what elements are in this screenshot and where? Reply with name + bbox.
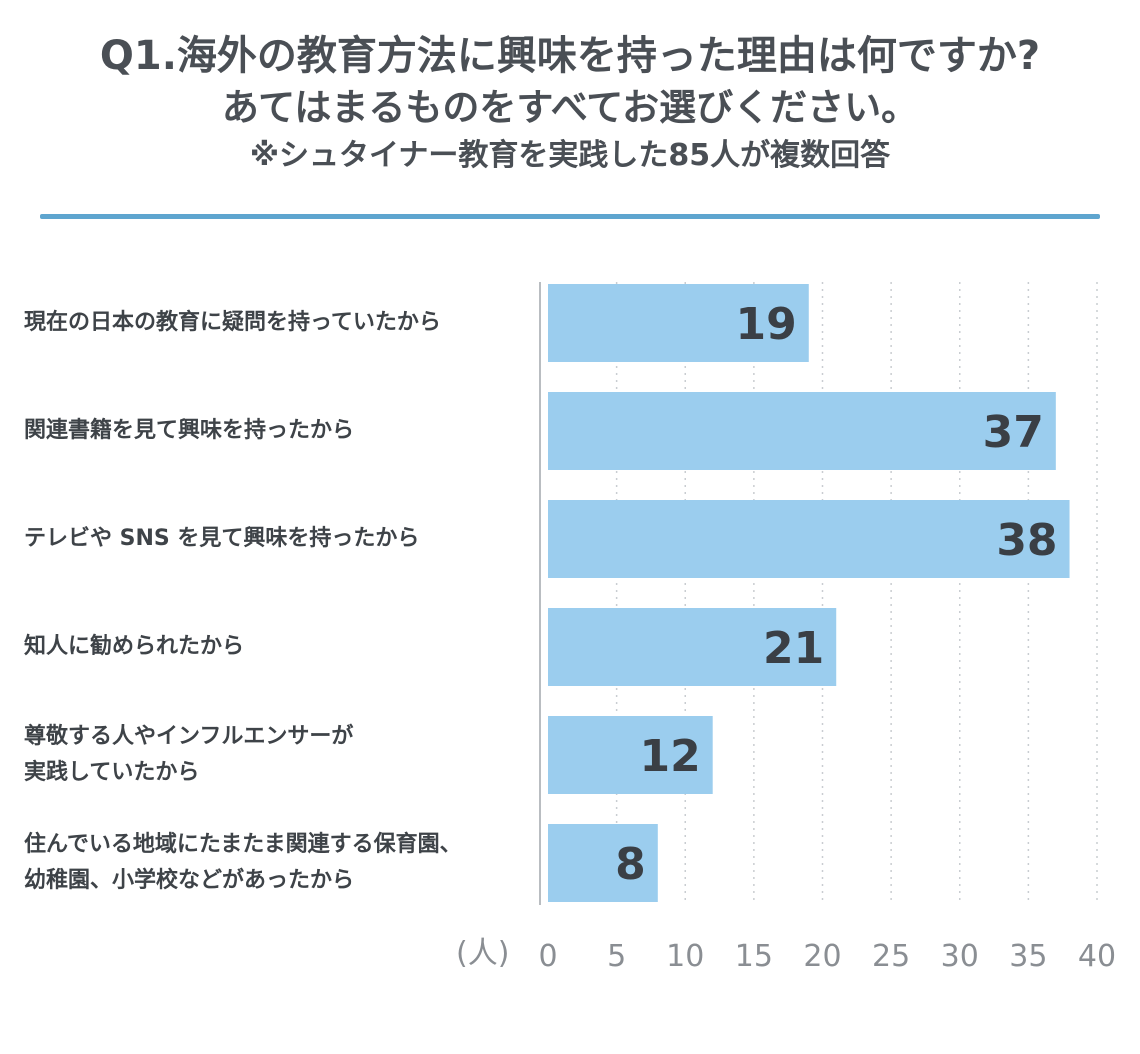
x-tick-label: 5 (607, 939, 626, 974)
chart-subtitle: ※シュタイナー教育を実践した85人が複数回答 (249, 138, 891, 173)
bar (548, 716, 713, 794)
category-label-line: 現在の日本の教育に疑問を持っていたから (24, 310, 441, 335)
category-label: 知人に勧められたから (24, 629, 534, 665)
title-divider (40, 214, 1100, 219)
bar (548, 392, 1056, 470)
category-label: 関連書籍を見て興味を持ったから (24, 413, 534, 449)
x-tick-label: 30 (941, 939, 979, 974)
bar-value-label: 21 (763, 623, 824, 674)
x-tick-label: 20 (803, 939, 841, 974)
x-tick-label: 35 (1009, 939, 1047, 974)
category-label: テレビや SNS を見て興味を持ったから (24, 521, 534, 557)
category-label-line: 関連書籍を見て興味を持ったから (24, 418, 355, 443)
x-tick-label: 15 (735, 939, 773, 974)
chart-title-line2: あてはまるものをすべてお選びください。 (221, 86, 919, 129)
x-tick-label: 10 (666, 939, 704, 974)
category-label-line: 尊敬する人やインフルエンサーが (24, 724, 354, 749)
category-label-line: 幼稚園、小学校などがあったから (24, 868, 355, 893)
category-label: 住んでいる地域にたまたま関連する保育園、 幼稚園、小学校などがあったから (24, 827, 534, 899)
bar-value-label: 19 (736, 299, 797, 350)
bar (548, 824, 658, 902)
category-label-line: 住んでいる地域にたまたま関連する保育園、 (24, 832, 462, 857)
category-label: 尊敬する人やインフルエンサーが 実践していたから (24, 719, 534, 791)
bar-value-label: 38 (996, 515, 1057, 566)
title-block: Q1.海外の教育方法に興味を持った理由は何ですか? あてはまるものをすべてお選び… (0, 30, 1140, 178)
category-label: 現在の日本の教育に疑問を持っていたから (24, 305, 534, 341)
category-label-line: 知人に勧められたから (24, 634, 245, 659)
category-label-line: テレビや SNS を見て興味を持ったから (24, 526, 420, 551)
bar-value-label: 8 (615, 839, 646, 890)
chart-title-line1: Q1.海外の教育方法に興味を持った理由は何ですか? (99, 33, 1041, 79)
x-tick-label: 40 (1078, 939, 1116, 974)
category-label-line: 実践していたから (24, 760, 200, 785)
bar (548, 284, 809, 362)
x-tick-label: 25 (872, 939, 910, 974)
x-tick-label: 0 (538, 939, 557, 974)
bar (548, 608, 837, 686)
bar-value-label: 12 (639, 731, 700, 782)
x-axis-unit: (人) (456, 936, 510, 971)
bar-value-label: 37 (983, 407, 1044, 458)
bar (548, 500, 1070, 578)
